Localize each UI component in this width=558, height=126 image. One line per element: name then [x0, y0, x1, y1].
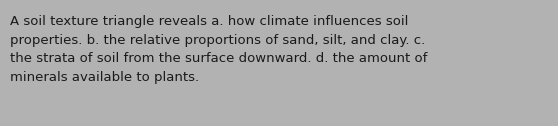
Text: A soil texture triangle reveals a. how climate influences soil
properties. b. th: A soil texture triangle reveals a. how c… [10, 15, 427, 84]
